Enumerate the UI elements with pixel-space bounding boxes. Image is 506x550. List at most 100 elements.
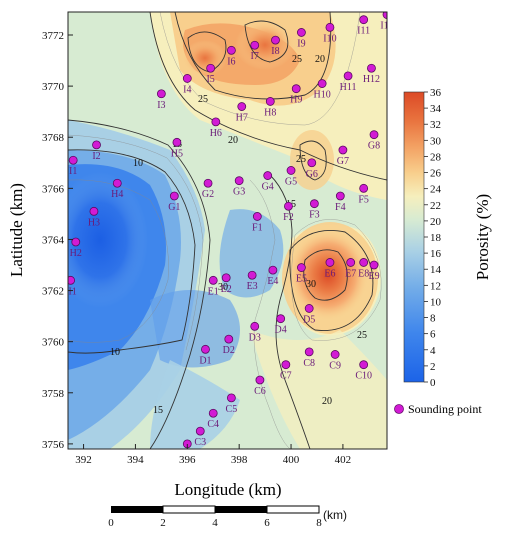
- colorbar-tick-label: 28: [430, 151, 442, 163]
- contour-label: 25: [292, 54, 302, 65]
- sounding-point-label: H1: [64, 286, 76, 297]
- sounding-point-label: G7: [337, 156, 349, 167]
- sounding-point-marker: [276, 314, 286, 324]
- colorbar-tick-label: 8: [430, 313, 436, 325]
- sounding-point-label: F1: [252, 222, 263, 233]
- sounding-point-marker: [359, 360, 369, 370]
- sounding-point-label: C3: [194, 437, 206, 448]
- contour-value-labels: 10 10 15 15 15 20 20 20 25 25 25 25 30 3…: [110, 54, 367, 416]
- scale-tick-label: 4: [212, 517, 218, 529]
- x-tick-label: 392: [75, 454, 92, 466]
- sounding-point-marker: [307, 158, 317, 168]
- sounding-point-label: H12: [363, 74, 380, 85]
- sounding-point-marker: [297, 28, 306, 37]
- sounding-point-marker: [335, 191, 345, 201]
- sounding-point-marker: [338, 145, 348, 155]
- colorbar-tick-label: 36: [430, 87, 442, 99]
- sounding-point-marker: [271, 35, 280, 45]
- scale-tick-label: 8: [316, 517, 322, 529]
- sounding-point-marker: [247, 270, 257, 280]
- colorbar-tick-label: 34: [430, 103, 442, 115]
- sounding-point-label: D4: [275, 325, 287, 336]
- sounding-point-marker: [195, 426, 205, 436]
- sounding-point-label: C4: [207, 419, 219, 430]
- sounding-point-label: F3: [309, 210, 320, 221]
- sounding-point-marker: [330, 350, 340, 359]
- sounding-point-marker: [325, 22, 335, 32]
- sounding-point-label: F4: [335, 202, 346, 213]
- contour-label: 30: [306, 279, 316, 290]
- sounding-point-label: E1: [208, 286, 219, 297]
- sounding-point-marker: [224, 334, 234, 344]
- sounding-point-label: E2: [221, 284, 232, 295]
- contour-label: 10: [110, 347, 120, 358]
- colorbar-tick-label: 14: [430, 264, 442, 276]
- sounding-point-label: I7: [251, 51, 259, 62]
- sounding-point-label: E3: [247, 281, 258, 292]
- sounding-point-marker: [237, 102, 247, 111]
- colorbar-tick-label: 2: [430, 361, 436, 373]
- sounding-point-label: G2: [202, 189, 214, 200]
- sounding-point-label: I3: [157, 100, 165, 111]
- colorbar-title: Porosity (%): [473, 194, 492, 280]
- sounding-point-label: E4: [267, 276, 278, 287]
- contour-label: 30: [218, 282, 228, 293]
- sounding-point-marker: [234, 176, 244, 186]
- sounding-point-marker: [281, 360, 291, 370]
- sounding-point-marker: [206, 63, 216, 73]
- contour-label: 25: [296, 154, 306, 165]
- sounding-point-label: H8: [264, 107, 276, 118]
- sounding-point-label: I11: [357, 26, 370, 37]
- sounding-point-label: E9: [368, 271, 379, 282]
- sounding-point-marker: [203, 178, 213, 188]
- sounding-point-marker: [89, 206, 99, 216]
- sounding-point-label: H7: [236, 113, 248, 124]
- minor-contours: [68, 12, 382, 449]
- sounding-point-marker: [68, 155, 78, 165]
- sounding-point-label: C6: [254, 386, 266, 397]
- colorbar-tick-label: 12: [430, 280, 441, 292]
- scale-tick-label: 6: [264, 517, 270, 529]
- sounding-point-marker: [226, 393, 236, 403]
- sounding-point-label: G1: [168, 202, 180, 213]
- scale-tick-label: 0: [108, 517, 114, 529]
- porosity-surface: 10 10 15 15 15 20 20 20 25 25 25 25 30 3…: [64, 12, 387, 449]
- contour-label: 25: [357, 330, 367, 341]
- sounding-point-marker: [325, 258, 335, 267]
- contour-label: 20: [228, 135, 238, 146]
- sounding-point-marker: [221, 273, 231, 283]
- sounding-point-marker: [92, 140, 101, 150]
- sounding-point-marker: [359, 183, 369, 193]
- scale-segment: [215, 506, 267, 513]
- sounding-point-label: D2: [223, 345, 235, 356]
- sounding-point-marker: [369, 260, 379, 270]
- colorbar-tick-label: 30: [430, 135, 442, 147]
- y-tick-label: 3770: [42, 81, 65, 93]
- sounding-point-marker: [252, 212, 262, 221]
- x-tick-label: 400: [283, 454, 300, 466]
- sounding-point-label: C5: [226, 404, 238, 415]
- sounding-point-marker: [291, 84, 301, 94]
- sounding-point-label: I6: [227, 56, 235, 67]
- x-tick-label: 396: [179, 454, 196, 466]
- sounding-point-marker: [211, 117, 221, 127]
- sounding-point-marker: [359, 258, 369, 267]
- sounding-point-marker: [367, 63, 376, 73]
- colorbar-tick-label: 24: [430, 184, 442, 196]
- sounding-point-marker: [346, 258, 356, 267]
- y-tick-label: 3758: [42, 388, 65, 400]
- sounding-point-marker: [226, 45, 236, 55]
- sounding-point-label: G8: [368, 141, 380, 152]
- sounding-point-label: I1: [69, 166, 77, 177]
- contour-label: 20: [322, 396, 332, 407]
- sounding-point-label: I2: [92, 151, 100, 162]
- sounding-point-label: I10: [323, 33, 336, 44]
- sounding-point-label: E7: [345, 268, 356, 279]
- sounding-point-label: H4: [111, 189, 123, 200]
- contour-label: 10: [133, 158, 143, 169]
- colorbar-tick-label: 20: [430, 216, 442, 228]
- sounding-point-label: I5: [206, 74, 214, 85]
- sounding-point-label: F2: [283, 212, 294, 223]
